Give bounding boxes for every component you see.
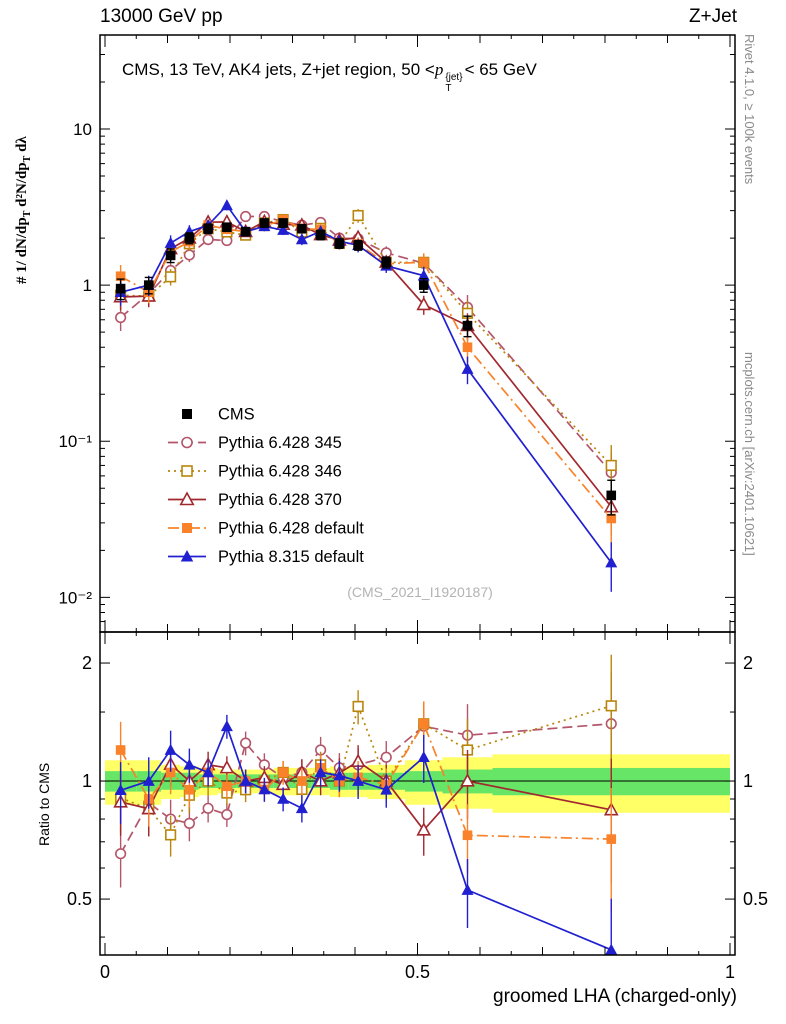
series-Pythia-6-428-370 [113,213,619,537]
svg-text:0.5: 0.5 [405,962,430,982]
svg-text:2: 2 [82,653,92,673]
legend: CMS Pythia 6.428 345 Pythia 6.428 346 Pythi… [168,406,364,566]
annotation-post: < 65 GeV [464,60,537,79]
ylabel-frac2: d²N/dp [14,162,30,211]
series-CMS [115,218,617,516]
rivet-version-note: Rivet 4.1.0, ≥ 100k events [742,34,757,185]
legend-item-0: CMS [182,406,255,424]
svg-text:CMS: CMS [218,406,255,424]
ylabel-frac1: 1/ dN/dp [14,217,30,277]
ylabel-hash: # [14,276,30,285]
series-Pythia-6-428-345 [115,210,617,502]
ratio-y-axis-title: Ratio to CMS [36,762,52,846]
svg-text:Pythia 6.428 345: Pythia 6.428 345 [218,434,342,452]
mcplots-attribution-note: mcplots.cern.ch [arXiv:2401.10621] [742,352,757,556]
svg-text:10⁻²: 10⁻² [58,588,92,607]
svg-text:Pythia 6.428 370: Pythia 6.428 370 [218,491,342,509]
pt-scripts: {jet} T [445,72,463,94]
analysis-annotation: CMS, 13 TeV, AK4 jets, Z+jet region, 50 … [122,60,537,94]
svg-text:1: 1 [82,771,92,791]
svg-text:1: 1 [725,962,735,982]
pt-symbol: p [434,60,444,79]
svg-text:1: 1 [83,276,92,295]
legend-item-2: Pythia 6.428 346 [168,463,342,481]
series-Pythia-6-428-default [115,214,617,548]
pt-subscript: T [445,82,452,94]
svg-text:10: 10 [73,120,92,139]
svg-text:0.5: 0.5 [743,889,768,909]
annotation-pre: CMS, 13 TeV, AK4 jets, Z+jet region, 50 … [122,60,435,79]
panel-frames [99,34,736,956]
ylabel-sub1: T [22,210,33,218]
ylabel-frac3: dλ [14,136,30,156]
legend-item-1: Pythia 6.428 345 [168,434,342,452]
axis-ticks [100,34,735,955]
svg-text:0.5: 0.5 [67,889,92,909]
svg-text:2: 2 [743,653,753,673]
analysis-id-watermark: (CMS_2021_I1920187) [347,584,493,600]
tick-labels: 10 1 10⁻¹ 10⁻² 2 2 1 1 0.5 0.5 0 0.5 1 [58,120,768,982]
legend-item-3: Pythia 6.428 370 [168,491,342,509]
x-axis-title: groomed LHA (charged-only) [493,986,737,1007]
main-y-axis-title: # 1/ dN/dpT d²N/dpT dλ [14,136,33,284]
process-label: Z+Jet [688,6,737,27]
svg-text:0: 0 [100,962,110,982]
svg-text:Pythia 6.428 346: Pythia 6.428 346 [218,463,342,481]
beam-energy-label: 13000 GeV pp [100,6,223,27]
legend-item-4: Pythia 6.428 default [168,520,364,538]
series-Pythia-8-315-default [114,714,618,955]
legend-item-5: Pythia 8.315 default [168,548,364,566]
svg-text:10⁻¹: 10⁻¹ [58,432,92,451]
svg-text:Pythia 8.315 default: Pythia 8.315 default [218,548,364,566]
svg-text:1: 1 [743,771,753,791]
ylabel-sub2: T [22,155,33,163]
pt-superscript: {jet} [445,72,463,83]
svg-text:Pythia 6.428 default: Pythia 6.428 default [218,520,364,538]
